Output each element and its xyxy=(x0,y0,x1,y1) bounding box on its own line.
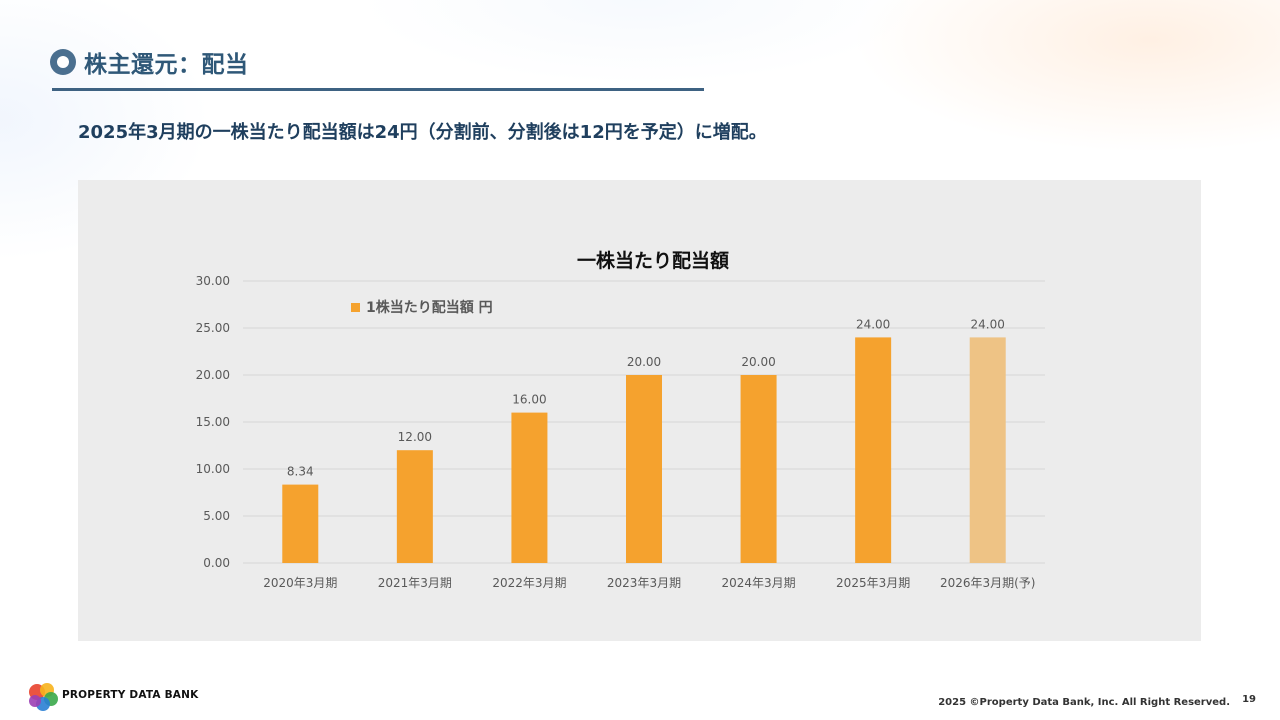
legend-label: 1株当たり配当額 円 xyxy=(366,299,493,316)
data-label: 12.00 xyxy=(398,430,432,444)
bar xyxy=(969,337,1006,563)
x-tick-label: 2022年3月期 xyxy=(492,576,566,590)
y-tick-label: 15.00 xyxy=(196,415,230,429)
dividend-bar-chart: 一株当たり配当額 0.00 5.00 10.00 15.00 20.00 25.00 30.0… xyxy=(196,249,1045,590)
page-subtitle: 2025年3月期の一株当たり配当額は24円（分割前、分割後は12円を予定）に増配… xyxy=(78,122,767,143)
x-tick-label: 2025年3月期 xyxy=(836,576,910,590)
y-tick-label: 10.00 xyxy=(196,462,230,476)
title-underline xyxy=(52,88,704,91)
page-number: 19 xyxy=(1242,694,1256,705)
y-tick-label: 0.00 xyxy=(203,556,230,570)
bar xyxy=(396,450,433,563)
y-tick-label: 5.00 xyxy=(203,509,230,523)
x-tick-label: 2020年3月期 xyxy=(263,576,337,590)
bar xyxy=(511,412,548,563)
bar xyxy=(855,337,892,563)
page-title-bar: 株主還元：配当 xyxy=(50,44,249,80)
data-label: 8.34 xyxy=(287,465,314,479)
data-label: 20.00 xyxy=(627,355,661,369)
bar xyxy=(740,375,777,563)
y-tick-label: 30.00 xyxy=(196,274,230,288)
bar xyxy=(626,375,662,563)
data-label: 16.00 xyxy=(512,393,546,407)
x-tick-label: 2024年3月期 xyxy=(721,576,795,590)
ring-bullet-icon xyxy=(50,49,76,75)
footer-brand: PROPERTY DATA BANK xyxy=(62,689,199,701)
company-logo xyxy=(29,683,58,711)
data-label: 24.00 xyxy=(971,317,1005,331)
chart-title: 一株当たり配当額 xyxy=(577,249,729,272)
y-tick-label: 25.00 xyxy=(196,321,230,335)
chart-panel: 一株当たり配当額 0.00 5.00 10.00 15.00 20.00 25.00 30.0… xyxy=(78,180,1201,641)
x-tick-label: 2021年3月期 xyxy=(378,576,452,590)
bar xyxy=(282,484,319,563)
data-label: 20.00 xyxy=(741,355,775,369)
footer-copyright: 2025 ©Property Data Bank, Inc. All Right… xyxy=(938,697,1230,708)
x-tick-label: 2023年3月期 xyxy=(607,576,681,590)
data-label: 24.00 xyxy=(856,317,890,331)
x-tick-label: 2026年3月期(予) xyxy=(940,576,1036,590)
legend-swatch xyxy=(351,303,360,312)
page-title: 株主還元：配当 xyxy=(84,52,249,78)
y-tick-label: 20.00 xyxy=(196,368,230,382)
